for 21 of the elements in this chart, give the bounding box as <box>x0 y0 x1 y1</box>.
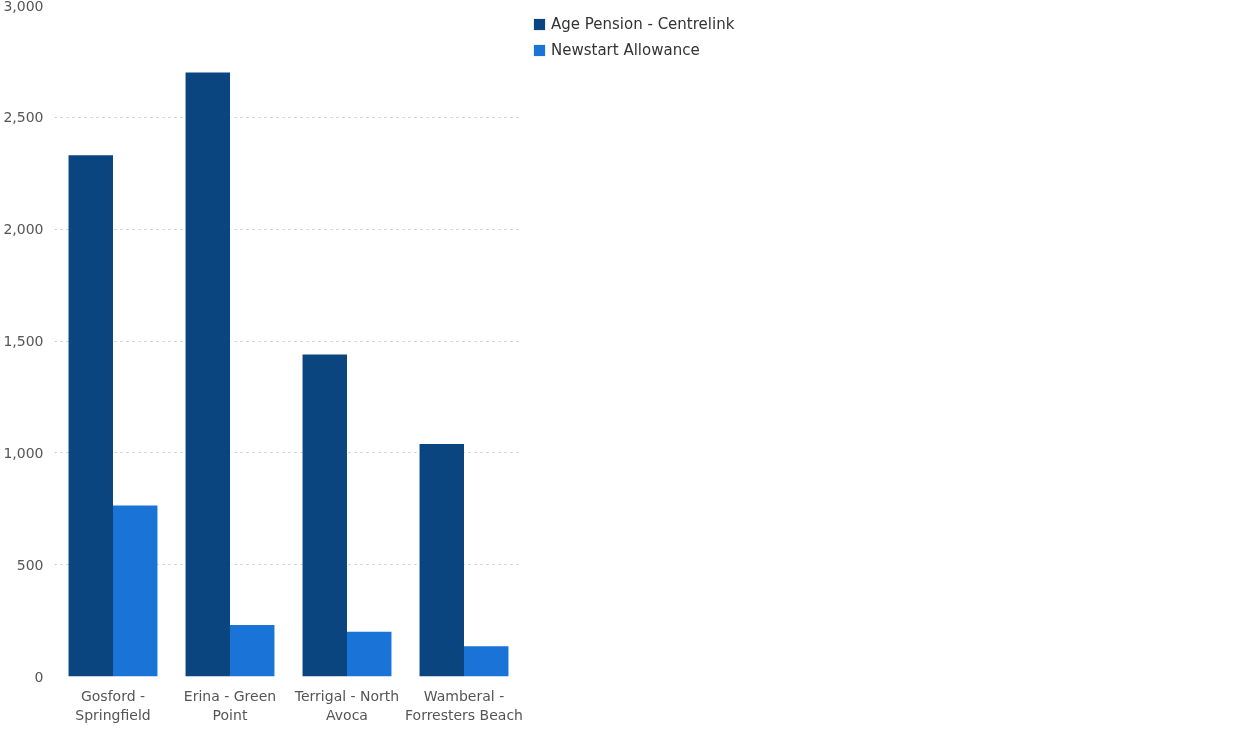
bar <box>347 631 392 677</box>
bar <box>185 72 230 677</box>
y-tick-label: 1,000 <box>3 444 44 461</box>
bar <box>419 443 464 677</box>
legend-label: Newstart Allowance <box>551 41 700 59</box>
bar <box>68 155 113 677</box>
bar <box>464 646 509 677</box>
bar <box>230 625 275 677</box>
bar <box>113 505 158 677</box>
y-tick-label: 0 <box>34 668 44 685</box>
y-tick-label: 3,000 <box>3 0 44 14</box>
bar <box>302 354 347 677</box>
x-tick-label: Erina - Green Point <box>183 687 277 723</box>
y-tick-label: 2,000 <box>3 221 44 238</box>
y-tick-label: 2,500 <box>3 109 44 126</box>
y-tick-label: 500 <box>16 556 44 573</box>
y-tick-label: 1,500 <box>3 333 44 349</box>
x-tick-label: Wamberal - Forresters Beach <box>405 687 523 723</box>
x-tick-label: Gosford - Springfield <box>75 687 151 723</box>
x-tick-label: Terrigal - North Avoca <box>293 687 400 723</box>
legend-label: Age Pension - Centrelink <box>551 15 735 33</box>
